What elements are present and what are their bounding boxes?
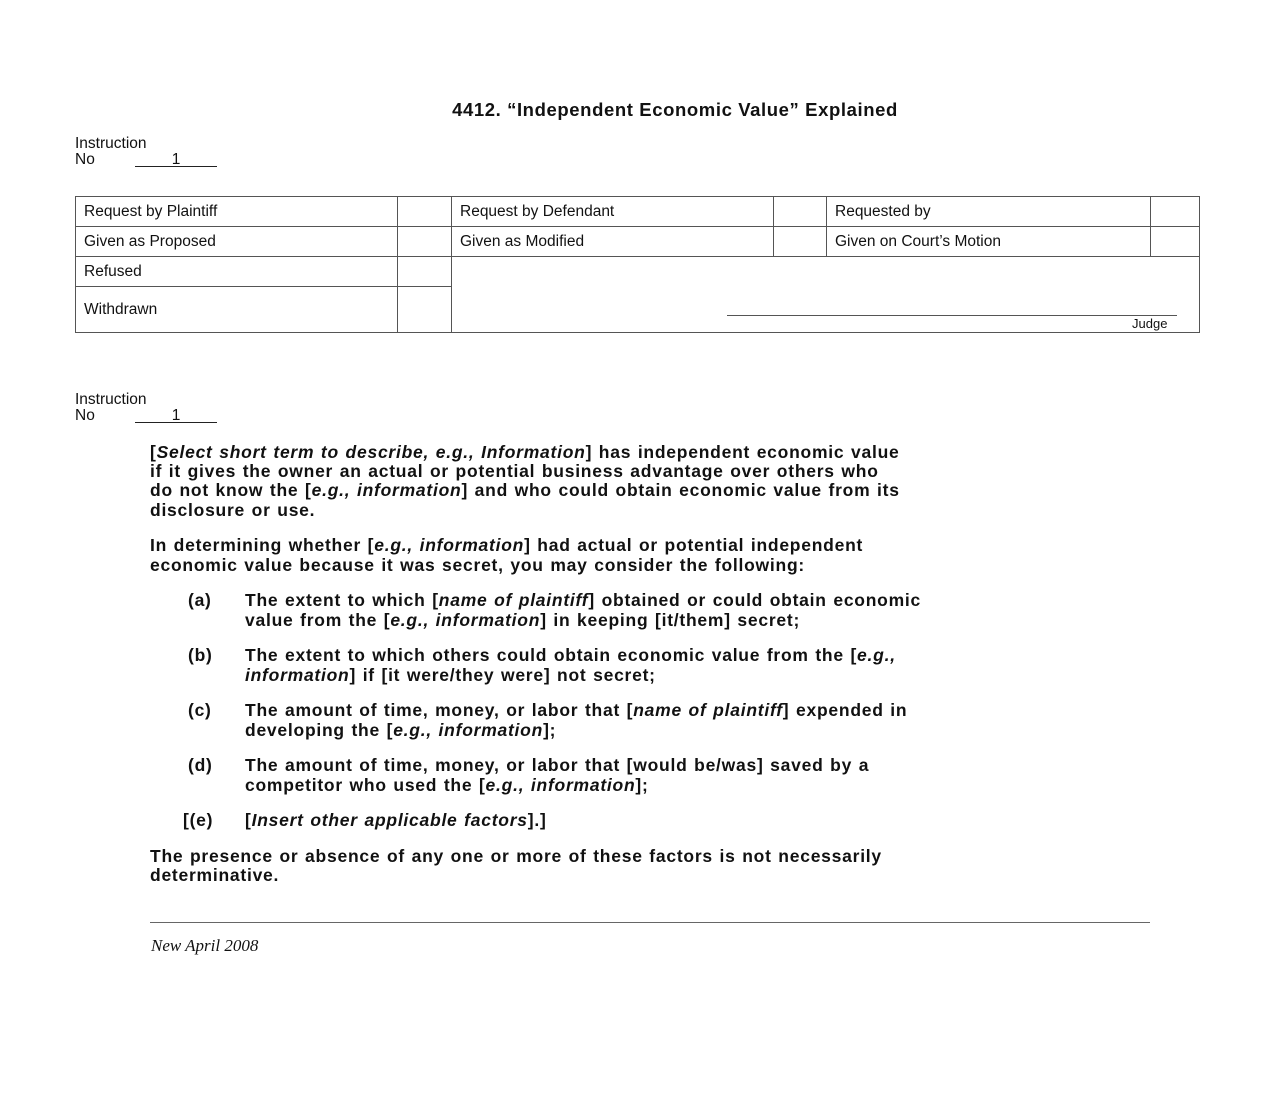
- italic-placeholder-text: name of plaintiff: [438, 590, 589, 610]
- given-on-courts-motion-box[interactable]: [1150, 226, 1200, 257]
- instruction-label: Instruction: [75, 135, 147, 152]
- text-segment: if it gives the owner an actual or poten…: [150, 461, 879, 481]
- text-line: value from the [e.g., information] in ke…: [245, 610, 800, 630]
- item-label: (c): [188, 700, 212, 720]
- given-on-courts-motion-label: Given on Court’s Motion: [826, 226, 1151, 257]
- text-segment: ] and who could obtain economic value fr…: [461, 480, 900, 500]
- given-as-modified-label: Given as Modified: [451, 226, 774, 257]
- text-segment: ] has independent economic value: [585, 442, 900, 462]
- italic-placeholder-text: e.g., information: [374, 535, 525, 555]
- italic-placeholder-text: information: [245, 665, 350, 685]
- instruction-label: Instruction: [75, 391, 147, 408]
- page-title: 4412. “Independent Economic Value” Expla…: [452, 99, 898, 120]
- given-as-proposed-label: Given as Proposed: [75, 226, 398, 257]
- text-line: if it gives the owner an actual or poten…: [150, 461, 879, 481]
- text-line: [Insert other applicable factors].]: [245, 810, 547, 830]
- no-label: No: [75, 406, 95, 424]
- italic-placeholder-text: Insert other applicable factors: [251, 810, 528, 830]
- italic-placeholder-text: e.g., information: [390, 610, 541, 630]
- text-segment: developing the [: [245, 720, 394, 740]
- text-segment: ] had actual or potential independent: [524, 535, 864, 555]
- refused-box[interactable]: [397, 256, 452, 287]
- request-by-defendant-box[interactable]: [773, 196, 827, 227]
- text-segment: ];: [635, 775, 649, 795]
- text-line: developing the [e.g., information];: [245, 720, 556, 740]
- text-line: do not know the [e.g., information] and …: [150, 480, 900, 500]
- italic-placeholder-text: e.g., information: [311, 480, 462, 500]
- italic-placeholder-text: e.g., information: [485, 775, 636, 795]
- text-segment: ].]: [527, 810, 547, 830]
- no-label: No: [75, 150, 95, 168]
- text-line: In determining whether [e.g., informatio…: [150, 535, 863, 555]
- revision-date: New April 2008: [151, 936, 259, 955]
- text-segment: determinative.: [150, 865, 280, 885]
- text-segment: The amount of time, money, or labor that…: [245, 755, 870, 775]
- text-line: The amount of time, money, or labor that…: [245, 700, 907, 720]
- request-by-plaintiff-box[interactable]: [397, 196, 452, 227]
- instruction-number: 1: [135, 407, 217, 423]
- text-line: disclosure or use.: [150, 500, 315, 520]
- text-segment: The extent to which others could obtain …: [245, 645, 858, 665]
- text-segment: [: [245, 810, 252, 830]
- requested-by-label: Requested by: [826, 196, 1151, 227]
- text-line: [Select short term to describe, e.g., In…: [150, 442, 900, 462]
- instruction-number-block: Instruction No 1: [75, 392, 217, 423]
- withdrawn-box[interactable]: [397, 286, 452, 333]
- refused-label: Refused: [75, 256, 398, 287]
- italic-placeholder-text: e.g., information: [393, 720, 544, 740]
- text-segment: ] if [it were/they were] not secret;: [349, 665, 656, 685]
- text-segment: competitor who used the [: [245, 775, 486, 795]
- judge-signature-area[interactable]: [451, 256, 1200, 333]
- italic-placeholder-text: e.g.,: [857, 645, 896, 665]
- text-segment: ] obtained or could obtain economic: [588, 590, 922, 610]
- request-by-defendant-label: Request by Defendant: [451, 196, 774, 227]
- text-segment: In determining whether [: [150, 535, 375, 555]
- italic-placeholder-text: name of plaintiff: [633, 700, 783, 720]
- text-segment: The presence or absence of any one or mo…: [150, 846, 882, 866]
- text-segment: economic value because it was secret, yo…: [150, 555, 805, 575]
- given-as-modified-box[interactable]: [773, 226, 827, 257]
- instruction-number-block: Instruction No 1: [75, 136, 217, 167]
- text-line: economic value because it was secret, yo…: [150, 555, 805, 575]
- item-label: (d): [188, 755, 213, 775]
- text-segment: The extent to which [: [245, 590, 439, 610]
- given-as-proposed-box[interactable]: [397, 226, 452, 257]
- judge-label: Judge: [1132, 316, 1168, 331]
- text-line: The amount of time, money, or labor that…: [245, 755, 869, 775]
- text-segment: do not know the [: [150, 480, 312, 500]
- text-segment: [: [150, 442, 157, 462]
- footer-rule: [150, 922, 1150, 923]
- text-segment: ];: [543, 720, 557, 740]
- italic-placeholder-text: Select short term to describe, e.g., Inf…: [156, 442, 586, 462]
- item-label: [(e): [183, 810, 214, 830]
- text-segment: The amount of time, money, or labor that…: [245, 700, 634, 720]
- text-segment: ] in keeping [it/them] secret;: [540, 610, 801, 630]
- text-line: determinative.: [150, 865, 279, 885]
- text-line: The presence or absence of any one or mo…: [150, 846, 882, 866]
- text-line: competitor who used the [e.g., informati…: [245, 775, 649, 795]
- requested-by-box[interactable]: [1150, 196, 1200, 227]
- item-label: (a): [188, 590, 212, 610]
- item-label: (b): [188, 645, 213, 665]
- text-line: information] if [it were/they were] not …: [245, 665, 656, 685]
- text-segment: value from the [: [245, 610, 391, 630]
- text-line: The extent to which others could obtain …: [245, 645, 896, 665]
- text-segment: ] expended in: [782, 700, 908, 720]
- text-segment: disclosure or use.: [150, 500, 316, 520]
- instruction-number: 1: [135, 151, 217, 167]
- text-line: The extent to which [name of plaintiff] …: [245, 590, 921, 610]
- request-by-plaintiff-label: Request by Plaintiff: [75, 196, 398, 227]
- judge-signature-line: [727, 315, 1177, 316]
- withdrawn-label: Withdrawn: [75, 286, 398, 333]
